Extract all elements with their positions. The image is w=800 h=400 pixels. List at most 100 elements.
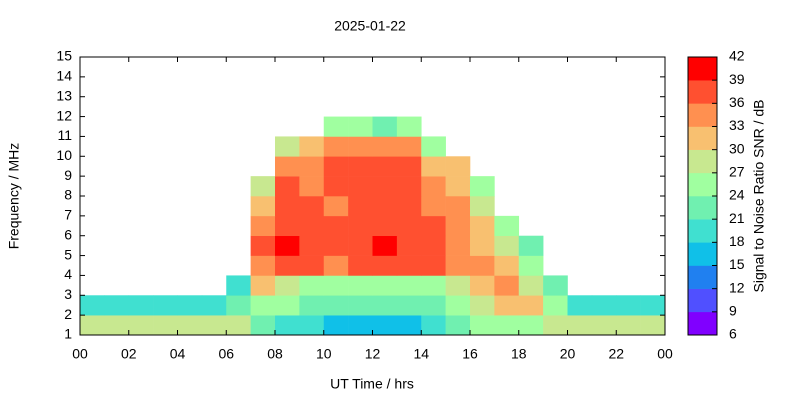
heatmap-cell — [299, 176, 325, 197]
heatmap-cell — [543, 275, 568, 296]
colorbar-tick-label: 6 — [729, 326, 737, 342]
heatmap-cell — [275, 136, 300, 157]
heatmap-cell — [470, 275, 495, 296]
heatmap-cell — [323, 235, 349, 256]
heatmap-cell — [445, 295, 471, 316]
heatmap-cell — [275, 235, 300, 256]
x-tick-label: 22 — [608, 346, 624, 362]
heatmap-cell — [201, 315, 227, 336]
colorbar-segment — [688, 311, 717, 336]
heatmap-cell — [494, 215, 520, 237]
colorbar-tick-label: 42 — [729, 48, 745, 64]
y-tick-label: 4 — [64, 266, 72, 282]
heatmap-cell — [396, 136, 422, 157]
heatmap-cell — [250, 255, 276, 276]
y-tick-label: 14 — [56, 68, 72, 84]
heatmap-cell — [372, 116, 398, 137]
heatmap-cell — [421, 315, 446, 336]
colorbar-segment — [688, 149, 717, 174]
colorbar-tick-label: 36 — [729, 94, 745, 110]
heatmap-cell — [323, 315, 349, 336]
heatmap-cell — [372, 235, 398, 256]
heatmap-cell — [421, 235, 446, 256]
heatmap-cell — [567, 295, 593, 316]
heatmap-cell — [153, 315, 178, 336]
heatmap-cell — [323, 136, 349, 157]
colorbar-segment — [688, 242, 717, 266]
heatmap-cell — [348, 255, 373, 276]
heatmap-cell — [348, 116, 373, 137]
heatmap-cell — [177, 295, 203, 316]
colorbar-segment — [688, 126, 717, 150]
heatmap-cell — [640, 295, 666, 316]
heatmap-cell — [518, 295, 544, 316]
heatmap-cell — [323, 215, 349, 237]
heatmap-cell — [421, 295, 446, 316]
heatmap-cell — [299, 156, 325, 177]
heatmap-cell — [323, 255, 349, 276]
heatmap-cell — [591, 315, 617, 336]
heatmap-cell — [372, 176, 398, 197]
heatmap-cell — [445, 196, 471, 217]
heatmap-cell — [396, 315, 422, 336]
heatmap-cell — [470, 215, 495, 237]
heatmap-cell — [299, 315, 325, 336]
heatmap-cell — [396, 196, 422, 217]
x-tick-label: 14 — [413, 346, 429, 362]
chart-title: 2025-01-22 — [334, 18, 406, 34]
colorbar-tick-label: 12 — [729, 279, 745, 295]
heatmap-cell — [299, 295, 325, 316]
heatmap-cell — [616, 315, 641, 336]
y-tick-label: 3 — [64, 286, 72, 302]
heatmap-cell — [323, 156, 349, 177]
heatmap-cell — [470, 315, 495, 336]
heatmap-cell — [494, 255, 520, 276]
heatmap-cell — [494, 275, 520, 296]
heatmap-cell — [372, 215, 398, 237]
colorbar-segment — [688, 288, 717, 313]
colorbar-tick-label: 27 — [729, 164, 745, 180]
y-tick-label: 5 — [64, 246, 72, 262]
heatmap-cell — [445, 235, 471, 256]
heatmap-cell — [372, 295, 398, 316]
heatmap-cell — [226, 275, 251, 296]
heatmap-cell — [445, 156, 471, 177]
heatmap-cell — [445, 215, 471, 237]
heatmap-cell — [445, 275, 471, 296]
heatmap-cell — [275, 156, 300, 177]
heatmap-cell — [250, 235, 276, 256]
heatmap-cell — [470, 235, 495, 256]
x-tick-label: 04 — [170, 346, 186, 362]
heatmap-cell — [372, 275, 398, 296]
colorbar-tick-label: 15 — [729, 256, 745, 272]
heatmap-cell — [421, 215, 446, 237]
y-tick-label: 1 — [64, 326, 72, 342]
colorbar-segment — [688, 103, 717, 127]
heatmap-cell — [445, 176, 471, 197]
y-tick-label: 15 — [56, 48, 72, 64]
heatmap-cell — [299, 275, 325, 296]
x-tick-label: 16 — [462, 346, 478, 362]
heatmap-cell — [128, 295, 154, 316]
heatmap-cell — [494, 295, 520, 316]
x-tick-label: 12 — [365, 346, 381, 362]
colorbar-tick-label: 9 — [729, 303, 737, 319]
heatmap-cell — [299, 235, 325, 256]
heatmap-cell — [348, 136, 373, 157]
heatmap-cell — [250, 176, 276, 197]
heatmap-cell — [372, 255, 398, 276]
colorbar-tick-label: 18 — [729, 233, 745, 249]
y-tick-label: 9 — [64, 167, 72, 183]
heatmap-cell — [591, 295, 617, 316]
heatmap-cell — [396, 255, 422, 276]
heatmap-cell — [275, 275, 300, 296]
heatmap-cell — [80, 315, 105, 336]
heatmap-cell — [275, 196, 300, 217]
heatmap-cell — [396, 295, 422, 316]
heatmap-cell — [372, 315, 398, 336]
heatmap-cell — [323, 295, 349, 316]
colorbar-segment — [688, 80, 717, 104]
heatmap-cell — [348, 315, 373, 336]
heatmap-cell — [323, 275, 349, 296]
